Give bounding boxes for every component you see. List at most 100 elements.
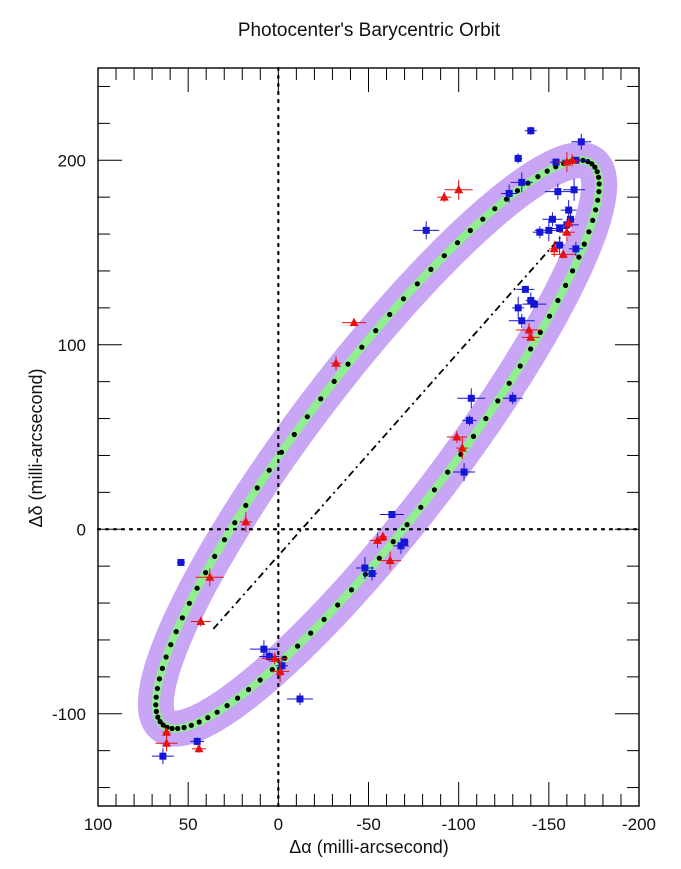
square-marker [514,154,522,162]
red-triangle-point [271,660,290,683]
blue-square-point [508,313,535,328]
model-point [157,719,163,725]
model-point [175,725,181,732]
x-tick-label: -200 [622,815,656,834]
triangle-marker [452,432,462,441]
triangle-marker [378,531,388,541]
model-point [214,709,220,715]
model-point [159,665,165,672]
model-point [203,570,209,576]
red-triangle-point [191,743,206,753]
x-tick-label: -150 [532,815,566,834]
model-point [467,227,473,234]
y-tick-label: 200 [58,151,86,170]
blue-square-point [524,126,537,135]
blue-square-point [554,236,565,255]
model-point [390,539,396,545]
model-point [345,361,351,367]
model-point [224,703,230,709]
blue-square-point [355,556,374,579]
model-point [535,174,541,180]
model-point [254,485,260,491]
model-point [506,380,512,386]
model-point [173,629,179,635]
red-triangle-point [565,154,580,167]
blue-square-point [510,172,533,193]
blue-square-point [514,153,523,164]
model-point [188,722,194,728]
blue-square-point [367,566,378,581]
blue-square-point [544,183,571,200]
red-triangle-point [378,531,388,541]
model-point [517,363,523,369]
red-triangle-point [437,192,452,203]
chart-title: Photocenter's Barycentric Orbit [238,20,501,41]
model-point [359,344,365,350]
square-marker [159,752,167,760]
triangle-marker [549,243,559,253]
blue-square-point [176,558,185,566]
model-point [454,240,461,246]
square-marker [265,653,273,661]
model-point [362,571,368,577]
model-point [581,241,587,247]
model-point [537,329,543,335]
blue-square-point [502,392,523,405]
model-point [291,431,297,438]
model-point [205,715,211,721]
zero-lines [96,66,641,808]
square-marker [521,285,529,293]
model-point [156,676,162,682]
triangle-marker [562,227,572,236]
triangle-marker [275,666,285,675]
blue-square-point [286,692,313,705]
x-tick-label: -50 [356,815,381,834]
red-triangle-point [564,217,574,228]
model-point [243,502,249,508]
red-triangle-point [515,322,542,337]
red-triangle-point [190,616,211,627]
blue-square-point [249,640,278,659]
square-marker [401,538,409,546]
model-point [555,297,561,304]
blue-square-point [462,415,477,426]
model-point [495,398,501,404]
model-point [514,188,521,194]
triangle-marker [526,332,536,341]
triangle-marker [373,535,383,544]
square-marker [545,226,553,234]
square-marker [527,296,535,304]
y-tick-label: 100 [58,336,86,355]
model-point [335,602,341,608]
model-point [528,346,534,352]
red-triangle-point [444,179,473,200]
square-marker [177,558,185,566]
triangle-marker [454,184,464,194]
model-point [428,266,434,272]
red-triangle-point [342,317,367,327]
square-marker [554,188,562,196]
square-marker [260,645,268,653]
model-point [595,197,601,203]
square-marker [397,542,405,550]
square-marker [296,695,304,703]
line-of-nodes-segment [212,233,564,630]
observed-data-points [151,126,592,765]
model-point [503,196,509,202]
square-marker [509,394,517,402]
model-point [592,164,598,170]
model-point [576,254,582,260]
triangle-marker [162,738,172,747]
red-triangle-point [195,568,224,587]
model-point [373,328,379,334]
model-point [266,467,272,473]
model-point [470,433,477,439]
model-point [181,724,187,731]
red-triangle-point [239,511,252,532]
model-point [525,180,531,186]
square-marker [388,510,396,518]
model-point [404,522,410,528]
model-point [257,677,263,683]
triangle-marker [196,616,206,625]
blue-square-point [400,538,409,547]
